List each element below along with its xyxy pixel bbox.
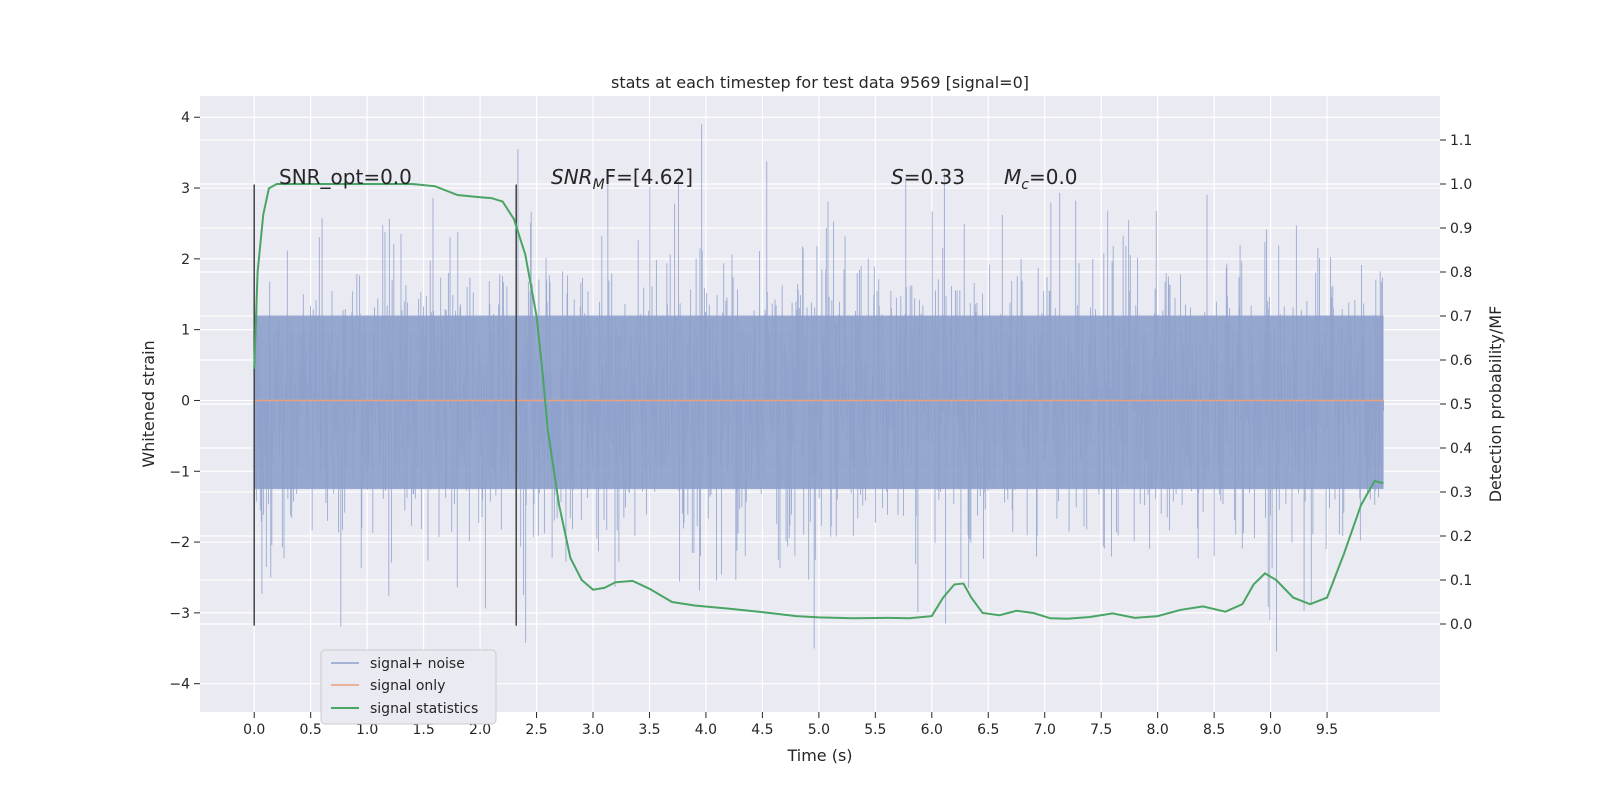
x-tick-label: 5.0 <box>808 722 830 738</box>
y-right-tick-label: 0.0 <box>1450 617 1472 633</box>
x-tick-label: 7.0 <box>1034 722 1056 738</box>
y-right-tick-label: 0.4 <box>1450 441 1472 457</box>
y-tick-label: 3 <box>181 181 190 197</box>
y-right-tick-label: 0.7 <box>1450 309 1472 325</box>
x-tick-label: 6.5 <box>977 722 999 738</box>
legend-box <box>320 649 497 725</box>
y-tick-label: −3 <box>169 606 190 622</box>
x-tick-label: 9.0 <box>1259 722 1281 738</box>
y-tick-label: 1 <box>181 323 190 339</box>
annotation-s-var: S <box>891 165 904 189</box>
x-tick-label: 2.0 <box>469 722 491 738</box>
series-signal-statistics <box>253 183 1384 620</box>
annotation-snr-opt: SNR_opt=0.0 <box>279 165 412 189</box>
y-axis-label-left: Whitened strain <box>139 340 158 467</box>
y-right-tick-label: 0.6 <box>1450 353 1472 369</box>
annotation-mc-base: M <box>1004 165 1021 189</box>
y-tick-label: −4 <box>169 677 190 693</box>
legend-label-signal-only: signal only <box>370 678 445 694</box>
series-signal-noise-core <box>254 315 1384 489</box>
y-right-tick-label: 0.8 <box>1450 265 1472 281</box>
annotation-mc-value: =0.0 <box>1029 165 1078 189</box>
x-tick-label: 5.5 <box>864 722 886 738</box>
legend-label-signal-noise: signal+ noise <box>370 656 465 672</box>
y-right-tick-label: 0.9 <box>1450 221 1472 237</box>
y-axis-label-right: Detection probability/MF <box>1486 306 1505 503</box>
x-tick-label: 7.5 <box>1090 722 1112 738</box>
y-tick-label: −1 <box>169 464 190 480</box>
y-right-tick-label: 0.2 <box>1450 529 1472 545</box>
legend-label-signal-statistics: signal statistics <box>370 701 478 717</box>
y-tick-label: −2 <box>169 535 190 551</box>
y-right-tick-label: 0.1 <box>1450 573 1472 589</box>
y-tick-label: 2 <box>181 252 190 268</box>
annotation-mc-sub: c <box>1021 177 1029 193</box>
annotation-snr-mf-base: SNR <box>551 165 593 189</box>
x-tick-label: 1.5 <box>412 722 434 738</box>
x-tick-label: 0.5 <box>300 722 322 738</box>
x-tick-label: 3.0 <box>582 722 604 738</box>
annotation-snr-mf: SNRMF=[4.62] <box>551 165 693 193</box>
x-tick-label: 8.5 <box>1203 722 1225 738</box>
y-right-tick-label: 0.3 <box>1450 485 1472 501</box>
y-tick-label: 4 <box>181 110 190 126</box>
x-axis-label: Time (s) <box>786 746 852 765</box>
annotation-s-value: =0.33 <box>904 165 965 189</box>
y-tick-label: 0 <box>181 393 190 409</box>
annotation-s: S=0.33 <box>891 165 965 189</box>
annotation-mc: Mc=0.0 <box>1004 165 1078 193</box>
legend: signal+ noise signal only signal statist… <box>320 649 497 725</box>
annotation-snr-mf-rest: F=[4.62] <box>605 165 693 189</box>
chart-title: stats at each timestep for test data 956… <box>611 73 1029 92</box>
x-tick-label: 2.5 <box>525 722 547 738</box>
y-right-tick-label: 1.1 <box>1450 133 1472 149</box>
annotation-snr-mf-sub: M <box>593 177 605 193</box>
x-tick-label: 9.5 <box>1316 722 1338 738</box>
x-tick-label: 3.5 <box>638 722 660 738</box>
y-right-tick-label: 0.5 <box>1450 397 1472 413</box>
x-tick-label: 0.0 <box>243 722 265 738</box>
x-tick-label: 8.0 <box>1147 722 1169 738</box>
y-right-tick-label: 1.0 <box>1450 177 1472 193</box>
x-tick-label: 4.0 <box>695 722 717 738</box>
x-tick-label: 4.5 <box>751 722 773 738</box>
x-tick-label: 6.0 <box>921 722 943 738</box>
x-tick-label: 1.0 <box>356 722 378 738</box>
